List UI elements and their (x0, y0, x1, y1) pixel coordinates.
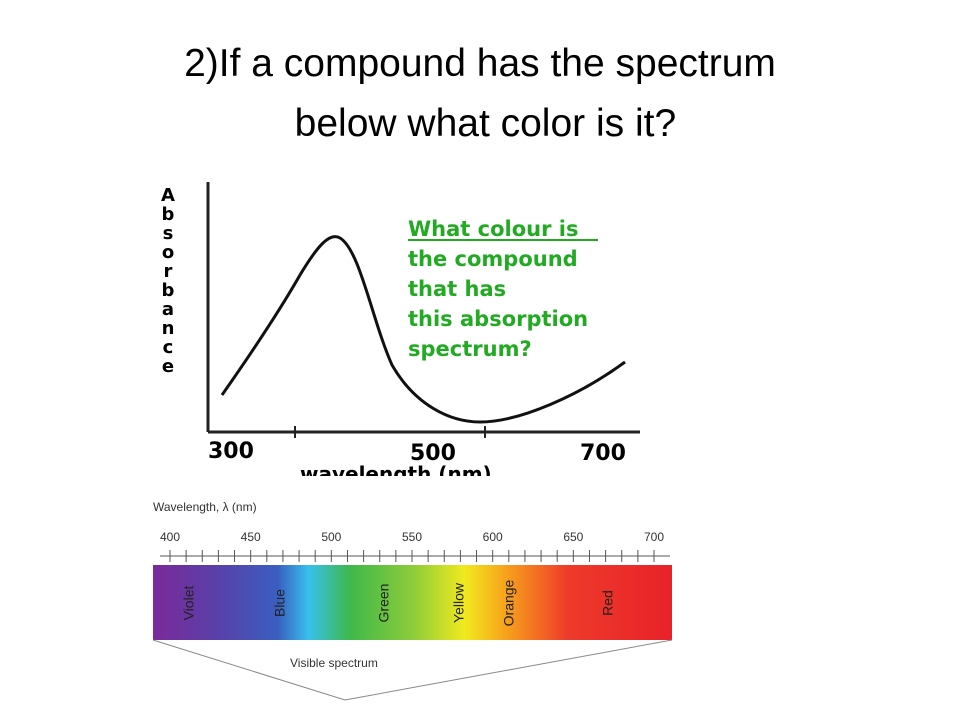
band-label: Yellow (451, 582, 467, 623)
spectrum-tick-label: 650 (563, 530, 583, 544)
spectrum-axis-title: Wavelength, λ (nm) (153, 500, 257, 514)
spectrum-tick-label: 550 (402, 530, 422, 544)
absorbance-curve (220, 235, 626, 424)
title-line: below what color is it? (284, 102, 676, 145)
slide-title: 2)If a compound has the spectrum below w… (184, 42, 776, 145)
spectrum-tick-label: 500 (321, 530, 341, 544)
spectrum-tick-label: 450 (241, 530, 261, 544)
funnel (152, 639, 673, 701)
band-label: Green (376, 584, 392, 623)
band-label: Orange (501, 579, 517, 626)
crop (150, 476, 550, 488)
x-tick-label: 700 (580, 441, 626, 466)
question-line: this absorption (408, 307, 588, 331)
title-line: 2)If a compound has the spectrum (184, 42, 776, 85)
band-label: Red (600, 590, 616, 616)
x-tick-label: 500 (410, 441, 456, 466)
question-line: What colour is (408, 217, 578, 241)
question-line: spectrum? (408, 337, 532, 361)
spectrum-tick-label: 700 (644, 530, 664, 544)
spectrum-caption: Visible spectrum (290, 656, 378, 670)
question-line: that has (408, 277, 506, 301)
spectrum-tick-label: 600 (483, 530, 503, 544)
x-tick-label: 300 (208, 439, 254, 464)
spectrum-bar (153, 565, 672, 640)
band-label: Violet (181, 586, 197, 621)
band-label: Blue (272, 589, 288, 617)
spectrum-tick-label: 400 (160, 530, 180, 544)
y-label: Absorbance (158, 185, 179, 375)
question-line: the compound (408, 247, 578, 271)
